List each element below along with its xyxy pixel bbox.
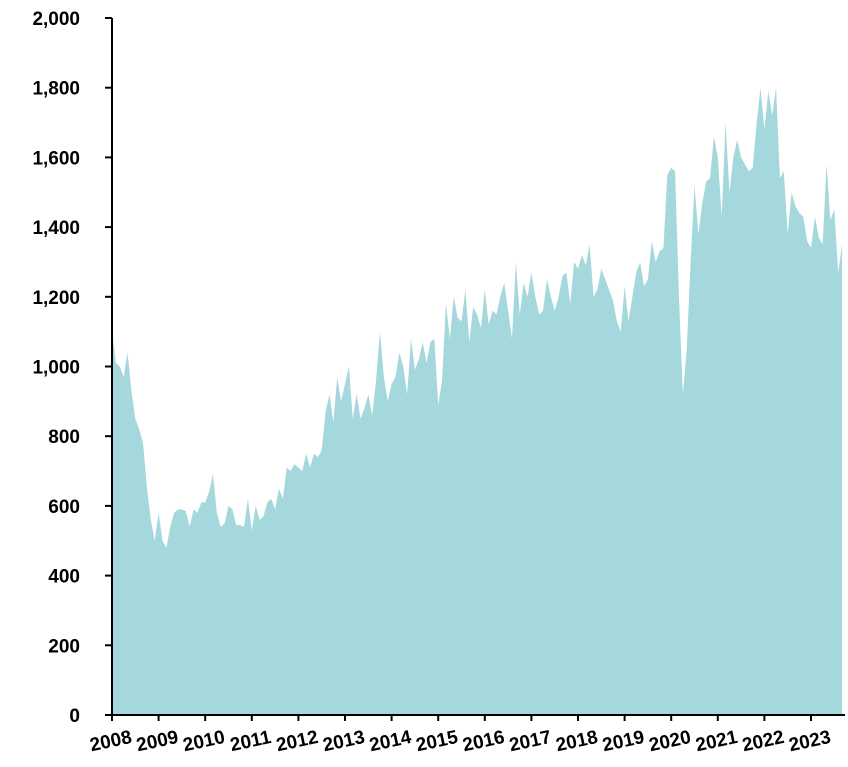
y-tick-label: 0 bbox=[69, 706, 80, 727]
x-tick-label: 2014 bbox=[368, 727, 414, 756]
x-tick-label: 2017 bbox=[507, 727, 553, 756]
x-tick-label: 2019 bbox=[601, 727, 647, 756]
x-tick-label: 2023 bbox=[787, 727, 833, 756]
x-tick-label: 2016 bbox=[461, 727, 507, 756]
x-tick-label: 2015 bbox=[414, 727, 460, 756]
x-tick-label: 2009 bbox=[135, 727, 181, 756]
x-tick-label: 2018 bbox=[554, 727, 600, 756]
x-tick-label: 2021 bbox=[694, 727, 740, 756]
y-tick-label: 1,400 bbox=[32, 218, 80, 239]
y-tick-label: 400 bbox=[48, 567, 80, 588]
y-tick-label: 200 bbox=[48, 636, 80, 657]
x-tick-label: 2013 bbox=[321, 727, 367, 756]
x-tick-label: 2020 bbox=[647, 727, 693, 756]
x-tick-label: 2012 bbox=[274, 727, 320, 756]
y-tick-label: 600 bbox=[48, 497, 80, 518]
x-tick-label: 2008 bbox=[88, 727, 134, 756]
x-tick-label: 2010 bbox=[181, 727, 227, 756]
x-tick-label: 2022 bbox=[740, 727, 786, 756]
y-tick-label: 2,000 bbox=[32, 9, 80, 30]
y-tick-label: 1,800 bbox=[32, 79, 80, 100]
x-tick-label: 2011 bbox=[228, 727, 273, 756]
y-tick-label: 1,200 bbox=[32, 288, 80, 309]
area bbox=[112, 87, 843, 715]
y-tick-label: 800 bbox=[48, 427, 80, 448]
y-tick-label: 1,600 bbox=[32, 148, 80, 169]
y-tick-label: 1,000 bbox=[32, 358, 80, 379]
